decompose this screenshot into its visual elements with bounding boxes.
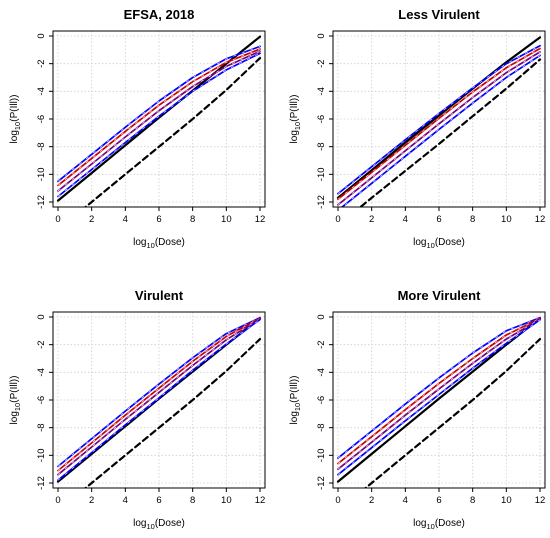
x-axis-label: log10(Dose) bbox=[133, 518, 185, 531]
x-tick-label: 10 bbox=[501, 495, 512, 506]
x-tick-label: 2 bbox=[369, 214, 374, 225]
series-highlight-4 bbox=[57, 48, 261, 186]
panel-title: Less Virulent bbox=[398, 7, 480, 22]
x-tick-label: 4 bbox=[403, 495, 408, 506]
series-line-6 bbox=[57, 52, 261, 198]
y-tick-label: -10 bbox=[36, 167, 47, 181]
chart-panel-2: 0 2 4 6 8 10 12 0 -2 -4 -6 -8 -10 -12 Less Virulent log… bbox=[289, 7, 546, 250]
y-tick-label: -12 bbox=[316, 476, 327, 490]
series-highlight-4 bbox=[337, 318, 541, 464]
x-axis-label: log10(Dose) bbox=[413, 518, 465, 531]
series-line-2 bbox=[83, 338, 262, 488]
series-line-1 bbox=[336, 36, 542, 199]
x-tick-label: 12 bbox=[255, 214, 266, 225]
y-axis-label: log10(P(Ill)) bbox=[9, 95, 22, 144]
x-tick-label: 6 bbox=[436, 214, 441, 225]
y-tick-label: -2 bbox=[316, 340, 327, 348]
x-tick-label: 8 bbox=[470, 214, 475, 225]
y-tick-label: -4 bbox=[316, 87, 327, 95]
series-line-4 bbox=[57, 317, 261, 472]
y-tick-label: -6 bbox=[316, 115, 327, 123]
y-tick-label: 0 bbox=[316, 314, 327, 319]
series-line-3 bbox=[57, 316, 261, 468]
y-tick-label: -6 bbox=[316, 396, 327, 404]
x-tick-label: 0 bbox=[335, 214, 340, 225]
x-tick-label: 4 bbox=[123, 495, 128, 506]
y-tick-label: 0 bbox=[36, 314, 47, 319]
y-tick-label: -8 bbox=[316, 423, 327, 431]
y-tick-label: -12 bbox=[316, 195, 327, 209]
x-tick-label: 8 bbox=[190, 214, 195, 225]
series-line-6 bbox=[340, 54, 541, 207]
y-tick-label: -4 bbox=[316, 368, 327, 376]
x-tick-label: 6 bbox=[156, 214, 161, 225]
y-axis-label: log10(P(Ill)) bbox=[9, 376, 22, 425]
x-tick-label: 2 bbox=[89, 214, 94, 225]
panel-title: More Virulent bbox=[398, 288, 482, 303]
series-line-4 bbox=[337, 47, 541, 201]
series-line-1 bbox=[56, 35, 262, 202]
panel-title: Virulent bbox=[135, 288, 184, 303]
y-tick-label: 0 bbox=[36, 33, 47, 38]
x-tick-label: 12 bbox=[535, 495, 546, 506]
x-tick-label: 12 bbox=[535, 214, 546, 225]
x-tick-label: 0 bbox=[55, 214, 60, 225]
series-highlight-5 bbox=[57, 50, 261, 192]
y-axis-label: log10(P(Ill)) bbox=[289, 376, 302, 425]
y-tick-label: -4 bbox=[36, 368, 47, 376]
y-tick-label: -10 bbox=[36, 448, 47, 462]
x-tick-label: 8 bbox=[470, 495, 475, 506]
x-tick-label: 2 bbox=[369, 495, 374, 506]
x-tick-label: 2 bbox=[89, 495, 94, 506]
x-tick-label: 10 bbox=[221, 495, 232, 506]
chart-panel-3: 0 2 4 6 8 10 12 0 -2 -4 -6 -8 -10 -12 Virulent log10(Do… bbox=[9, 288, 266, 531]
y-tick-label: -4 bbox=[36, 87, 47, 95]
y-tick-label: -6 bbox=[36, 115, 47, 123]
x-tick-label: 8 bbox=[190, 495, 195, 506]
series-highlight-3 bbox=[57, 46, 261, 182]
y-tick-label: -8 bbox=[36, 142, 47, 150]
y-tick-label: -12 bbox=[36, 476, 47, 490]
y-tick-label: -2 bbox=[36, 340, 47, 348]
y-tick-label: -10 bbox=[316, 167, 327, 181]
x-axis-label: log10(Dose) bbox=[133, 237, 185, 250]
series-line-1 bbox=[336, 317, 542, 483]
x-tick-label: 4 bbox=[403, 214, 408, 225]
series-line-2 bbox=[83, 56, 262, 207]
x-tick-label: 4 bbox=[123, 214, 128, 225]
y-tick-label: 0 bbox=[316, 33, 327, 38]
x-tick-label: 0 bbox=[335, 495, 340, 506]
series-line-2 bbox=[358, 58, 542, 207]
series-line-5 bbox=[57, 317, 261, 476]
chart-panel-1: 0 2 4 6 8 10 12 0 -2 -4 -6 -8 -10 -12 EFSA, 2018 log10(… bbox=[9, 7, 266, 250]
x-tick-label: 10 bbox=[501, 214, 512, 225]
y-tick-label: -2 bbox=[36, 59, 47, 67]
panel-title: EFSA, 2018 bbox=[124, 7, 195, 22]
series-highlight-3 bbox=[337, 317, 541, 459]
y-tick-label: -10 bbox=[316, 448, 327, 462]
y-tick-label: -6 bbox=[36, 396, 47, 404]
chart-panel-4: 0 2 4 6 8 10 12 0 -2 -4 -6 -8 -10 -12 More Virulent log… bbox=[289, 288, 546, 531]
series-line-5 bbox=[337, 51, 541, 206]
series-highlight-6 bbox=[57, 319, 261, 481]
series-line-2 bbox=[363, 338, 542, 488]
x-tick-label: 0 bbox=[55, 495, 60, 506]
x-axis-label: log10(Dose) bbox=[413, 237, 465, 250]
series-line-5 bbox=[337, 318, 541, 471]
y-axis-label: log10(P(Ill)) bbox=[289, 95, 302, 144]
x-tick-label: 6 bbox=[436, 495, 441, 506]
y-tick-label: -8 bbox=[36, 423, 47, 431]
x-tick-label: 10 bbox=[221, 214, 232, 225]
y-tick-label: -8 bbox=[316, 142, 327, 150]
y-tick-label: -2 bbox=[316, 59, 327, 67]
series-highlight-6 bbox=[337, 319, 541, 475]
series-highlight-3 bbox=[337, 45, 541, 194]
series-line-5 bbox=[57, 50, 261, 192]
y-tick-label: -12 bbox=[36, 195, 47, 209]
x-tick-label: 6 bbox=[156, 495, 161, 506]
x-tick-label: 12 bbox=[255, 495, 266, 506]
